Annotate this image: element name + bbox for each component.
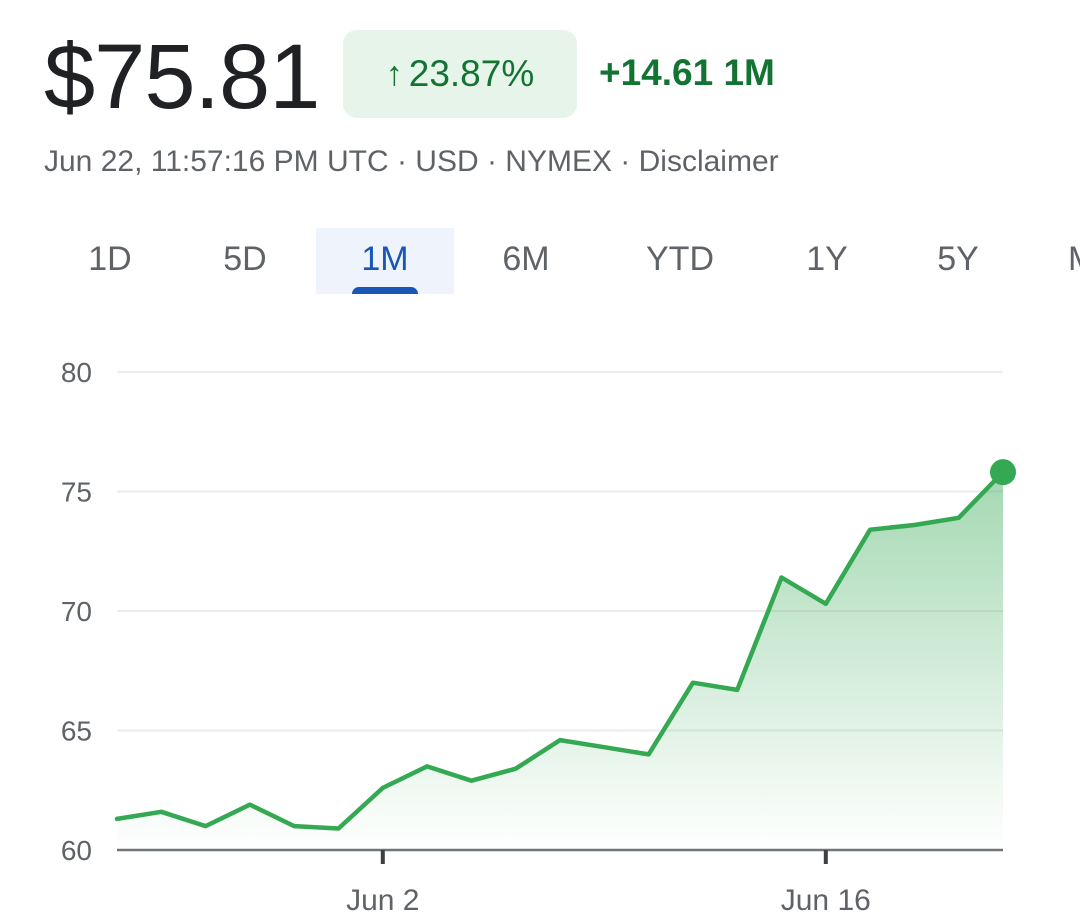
current-price: $75.81 xyxy=(44,26,320,128)
percent-change-value: 23.87% xyxy=(408,53,535,94)
price-area-fill xyxy=(117,472,1003,850)
tab-label: M xyxy=(1068,240,1080,278)
tab-1m[interactable]: 1M xyxy=(316,228,454,294)
y-tick-label: 70 xyxy=(61,596,92,627)
tab-label: 1Y xyxy=(806,240,848,278)
price-line xyxy=(114,469,1006,831)
tab-1d[interactable]: 1D xyxy=(70,228,150,294)
x-tick-label: Jun 2 xyxy=(346,884,419,917)
y-tick-label: 75 xyxy=(61,477,92,508)
tab-label: 5D xyxy=(223,240,267,278)
arrow-up-icon: ↑ xyxy=(385,55,403,93)
y-tick-label: 80 xyxy=(61,357,92,388)
tab-label: 5Y xyxy=(937,240,979,278)
tab-max[interactable]: M xyxy=(1068,228,1080,294)
y-axis: 60 65 70 75 80 xyxy=(61,357,92,866)
quote-meta: Jun 22, 11:57:16 PM UTC · USD · NYMEX · … xyxy=(44,145,779,178)
tab-5y[interactable]: 5Y xyxy=(918,228,998,294)
tab-ytd[interactable]: YTD xyxy=(630,228,730,294)
tab-label: 1D xyxy=(88,240,132,278)
tab-label: YTD xyxy=(646,240,714,278)
tab-label: 6M xyxy=(502,240,550,278)
tab-6m[interactable]: 6M xyxy=(486,228,566,294)
absolute-change: +14.61 1M xyxy=(599,50,775,96)
tab-1y[interactable]: 1Y xyxy=(787,228,867,294)
x-axis: Jun 2 Jun 16 xyxy=(117,848,1003,917)
tab-5d[interactable]: 5D xyxy=(205,228,285,294)
range-tabs: 1D 5D 1M 6M YTD 1Y 5Y M xyxy=(0,228,1080,294)
x-tick-label: Jun 16 xyxy=(781,884,871,917)
y-tick-label: 65 xyxy=(61,716,92,747)
percent-change-badge: ↑ 23.87% xyxy=(343,30,577,118)
price-chart: 60 65 70 75 80 Jun 2 Jun 16 xyxy=(61,357,1016,917)
change-period: 1M xyxy=(723,52,775,93)
y-tick-label: 60 xyxy=(61,835,92,866)
tab-active-indicator xyxy=(352,287,418,294)
tab-label: 1M xyxy=(361,240,409,278)
last-price-marker xyxy=(990,459,1016,486)
absolute-change-value: +14.61 xyxy=(599,52,714,93)
